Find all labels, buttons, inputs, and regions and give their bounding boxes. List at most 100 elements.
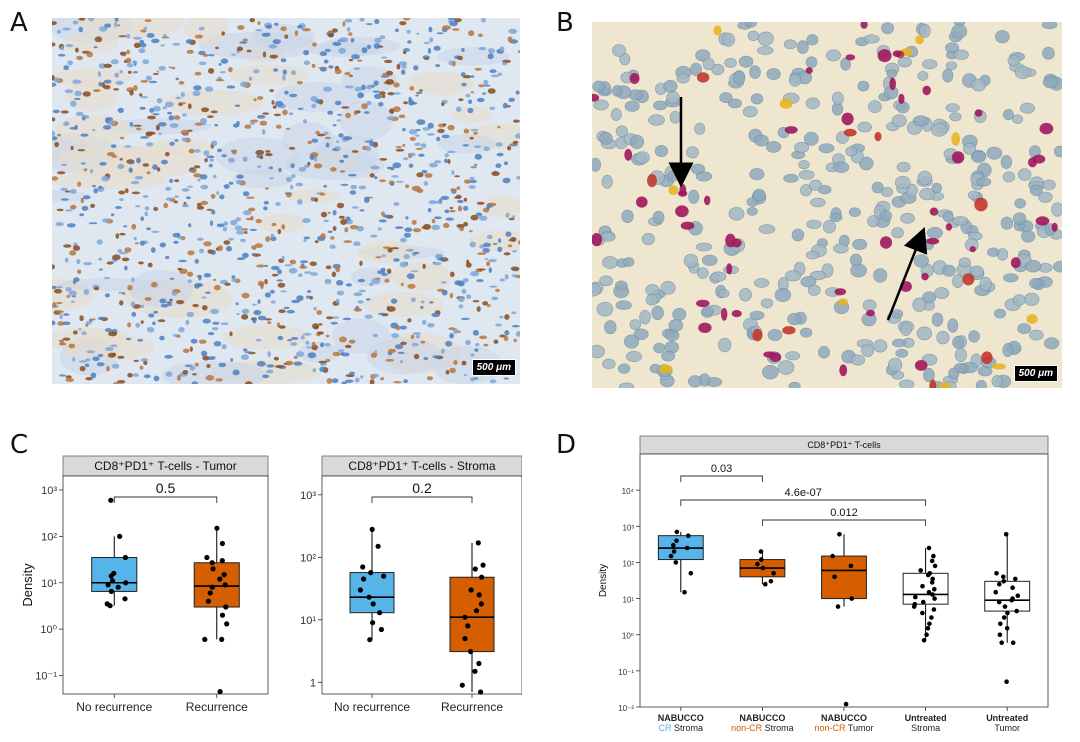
cell-nucleus — [116, 380, 126, 384]
cell-nucleus — [863, 34, 880, 44]
cell-nucleus — [176, 300, 185, 305]
cell-nucleus — [336, 140, 340, 143]
stained-cell — [992, 363, 1006, 370]
cell-nucleus — [78, 360, 87, 363]
cell-nucleus — [361, 84, 366, 91]
cell-nucleus — [381, 254, 386, 257]
cell-nucleus — [190, 167, 194, 170]
data-point — [108, 497, 114, 503]
cell-nucleus — [503, 161, 509, 165]
cell-nucleus — [77, 181, 82, 187]
cell-nucleus — [386, 306, 396, 312]
cell-nucleus — [456, 186, 461, 190]
cell-nucleus — [169, 123, 179, 128]
cell-nucleus — [177, 267, 183, 271]
cell-nucleus — [754, 278, 770, 288]
cell-nucleus — [437, 128, 445, 134]
y-tick-label: 10⁴ — [622, 487, 635, 496]
cell-nucleus — [451, 28, 460, 31]
cell-nucleus — [286, 309, 295, 314]
cell-nucleus — [162, 106, 167, 110]
cell-nucleus — [264, 278, 268, 285]
data-point — [997, 632, 1003, 637]
cell-nucleus — [244, 351, 253, 354]
cell-nucleus — [411, 219, 417, 225]
cell-nucleus — [474, 343, 480, 347]
data-point — [848, 563, 854, 569]
cell-nucleus — [446, 150, 456, 154]
cell-nucleus — [415, 134, 420, 137]
cell-nucleus — [123, 225, 128, 228]
cell-nucleus — [88, 222, 98, 225]
cell-nucleus — [442, 123, 447, 126]
data-point — [1010, 585, 1015, 590]
cell-nucleus — [502, 102, 508, 109]
cell-nucleus — [489, 106, 496, 111]
panel-label-a: A — [10, 8, 28, 38]
cell-nucleus — [309, 261, 317, 267]
cell-nucleus — [198, 275, 202, 281]
cell-nucleus — [188, 223, 192, 228]
stained-cell — [929, 207, 939, 216]
cell-nucleus — [153, 310, 158, 314]
cell-nucleus — [320, 211, 328, 218]
cell-nucleus — [203, 150, 210, 156]
cell-nucleus — [217, 148, 222, 153]
x-tick-label-top: Untreated — [986, 713, 1028, 723]
stained-cell — [668, 185, 679, 196]
stained-cell — [845, 54, 856, 61]
cell-nucleus — [207, 249, 214, 254]
cell-nucleus — [615, 300, 632, 311]
stained-cell — [898, 93, 905, 104]
cell-nucleus — [269, 89, 274, 93]
cell-nucleus — [119, 136, 125, 140]
cell-nucleus — [56, 171, 66, 175]
cell-nucleus — [377, 227, 382, 231]
cell-nucleus — [98, 185, 102, 190]
data-point — [925, 626, 931, 631]
data-point — [684, 545, 690, 551]
cell-nucleus — [198, 61, 207, 66]
cell-nucleus — [702, 57, 715, 71]
cell-nucleus — [344, 85, 354, 89]
cell-nucleus — [343, 240, 353, 244]
cell-nucleus — [193, 165, 201, 169]
cell-nucleus — [345, 374, 355, 378]
cell-nucleus — [602, 358, 616, 370]
cell-nucleus — [479, 335, 488, 340]
cell-nucleus — [52, 264, 55, 270]
data-point — [217, 576, 223, 582]
data-point — [361, 576, 367, 582]
cell-nucleus — [186, 311, 195, 318]
cell-nucleus — [791, 228, 805, 242]
cell-nucleus — [328, 65, 334, 69]
cell-nucleus — [794, 142, 810, 153]
cell-nucleus — [110, 59, 119, 65]
cell-nucleus — [486, 205, 490, 211]
cell-nucleus — [203, 241, 212, 247]
cell-nucleus — [106, 261, 114, 265]
cell-nucleus — [53, 288, 63, 294]
y-tick-label: 10² — [622, 559, 634, 568]
cell-nucleus — [1029, 277, 1042, 289]
micrograph-b-image — [592, 22, 1062, 388]
cell-nucleus — [190, 338, 198, 344]
cell-nucleus — [372, 373, 379, 378]
cell-nucleus — [82, 91, 91, 97]
cell-nucleus — [1038, 191, 1053, 203]
cell-nucleus — [210, 308, 220, 315]
cell-nucleus — [412, 332, 421, 336]
cell-nucleus — [923, 368, 935, 383]
x-tick-label-top: Untreated — [905, 713, 947, 723]
cell-nucleus — [121, 257, 130, 262]
data-point — [921, 638, 927, 643]
cell-nucleus — [330, 167, 337, 172]
cell-nucleus — [218, 362, 227, 368]
x-tick-label: Recurrence — [441, 700, 503, 714]
cell-nucleus — [695, 242, 713, 252]
cell-nucleus — [415, 129, 421, 131]
stained-cell — [698, 322, 712, 333]
cell-nucleus — [298, 273, 303, 277]
cell-nucleus — [103, 276, 111, 280]
cell-nucleus — [63, 121, 70, 127]
